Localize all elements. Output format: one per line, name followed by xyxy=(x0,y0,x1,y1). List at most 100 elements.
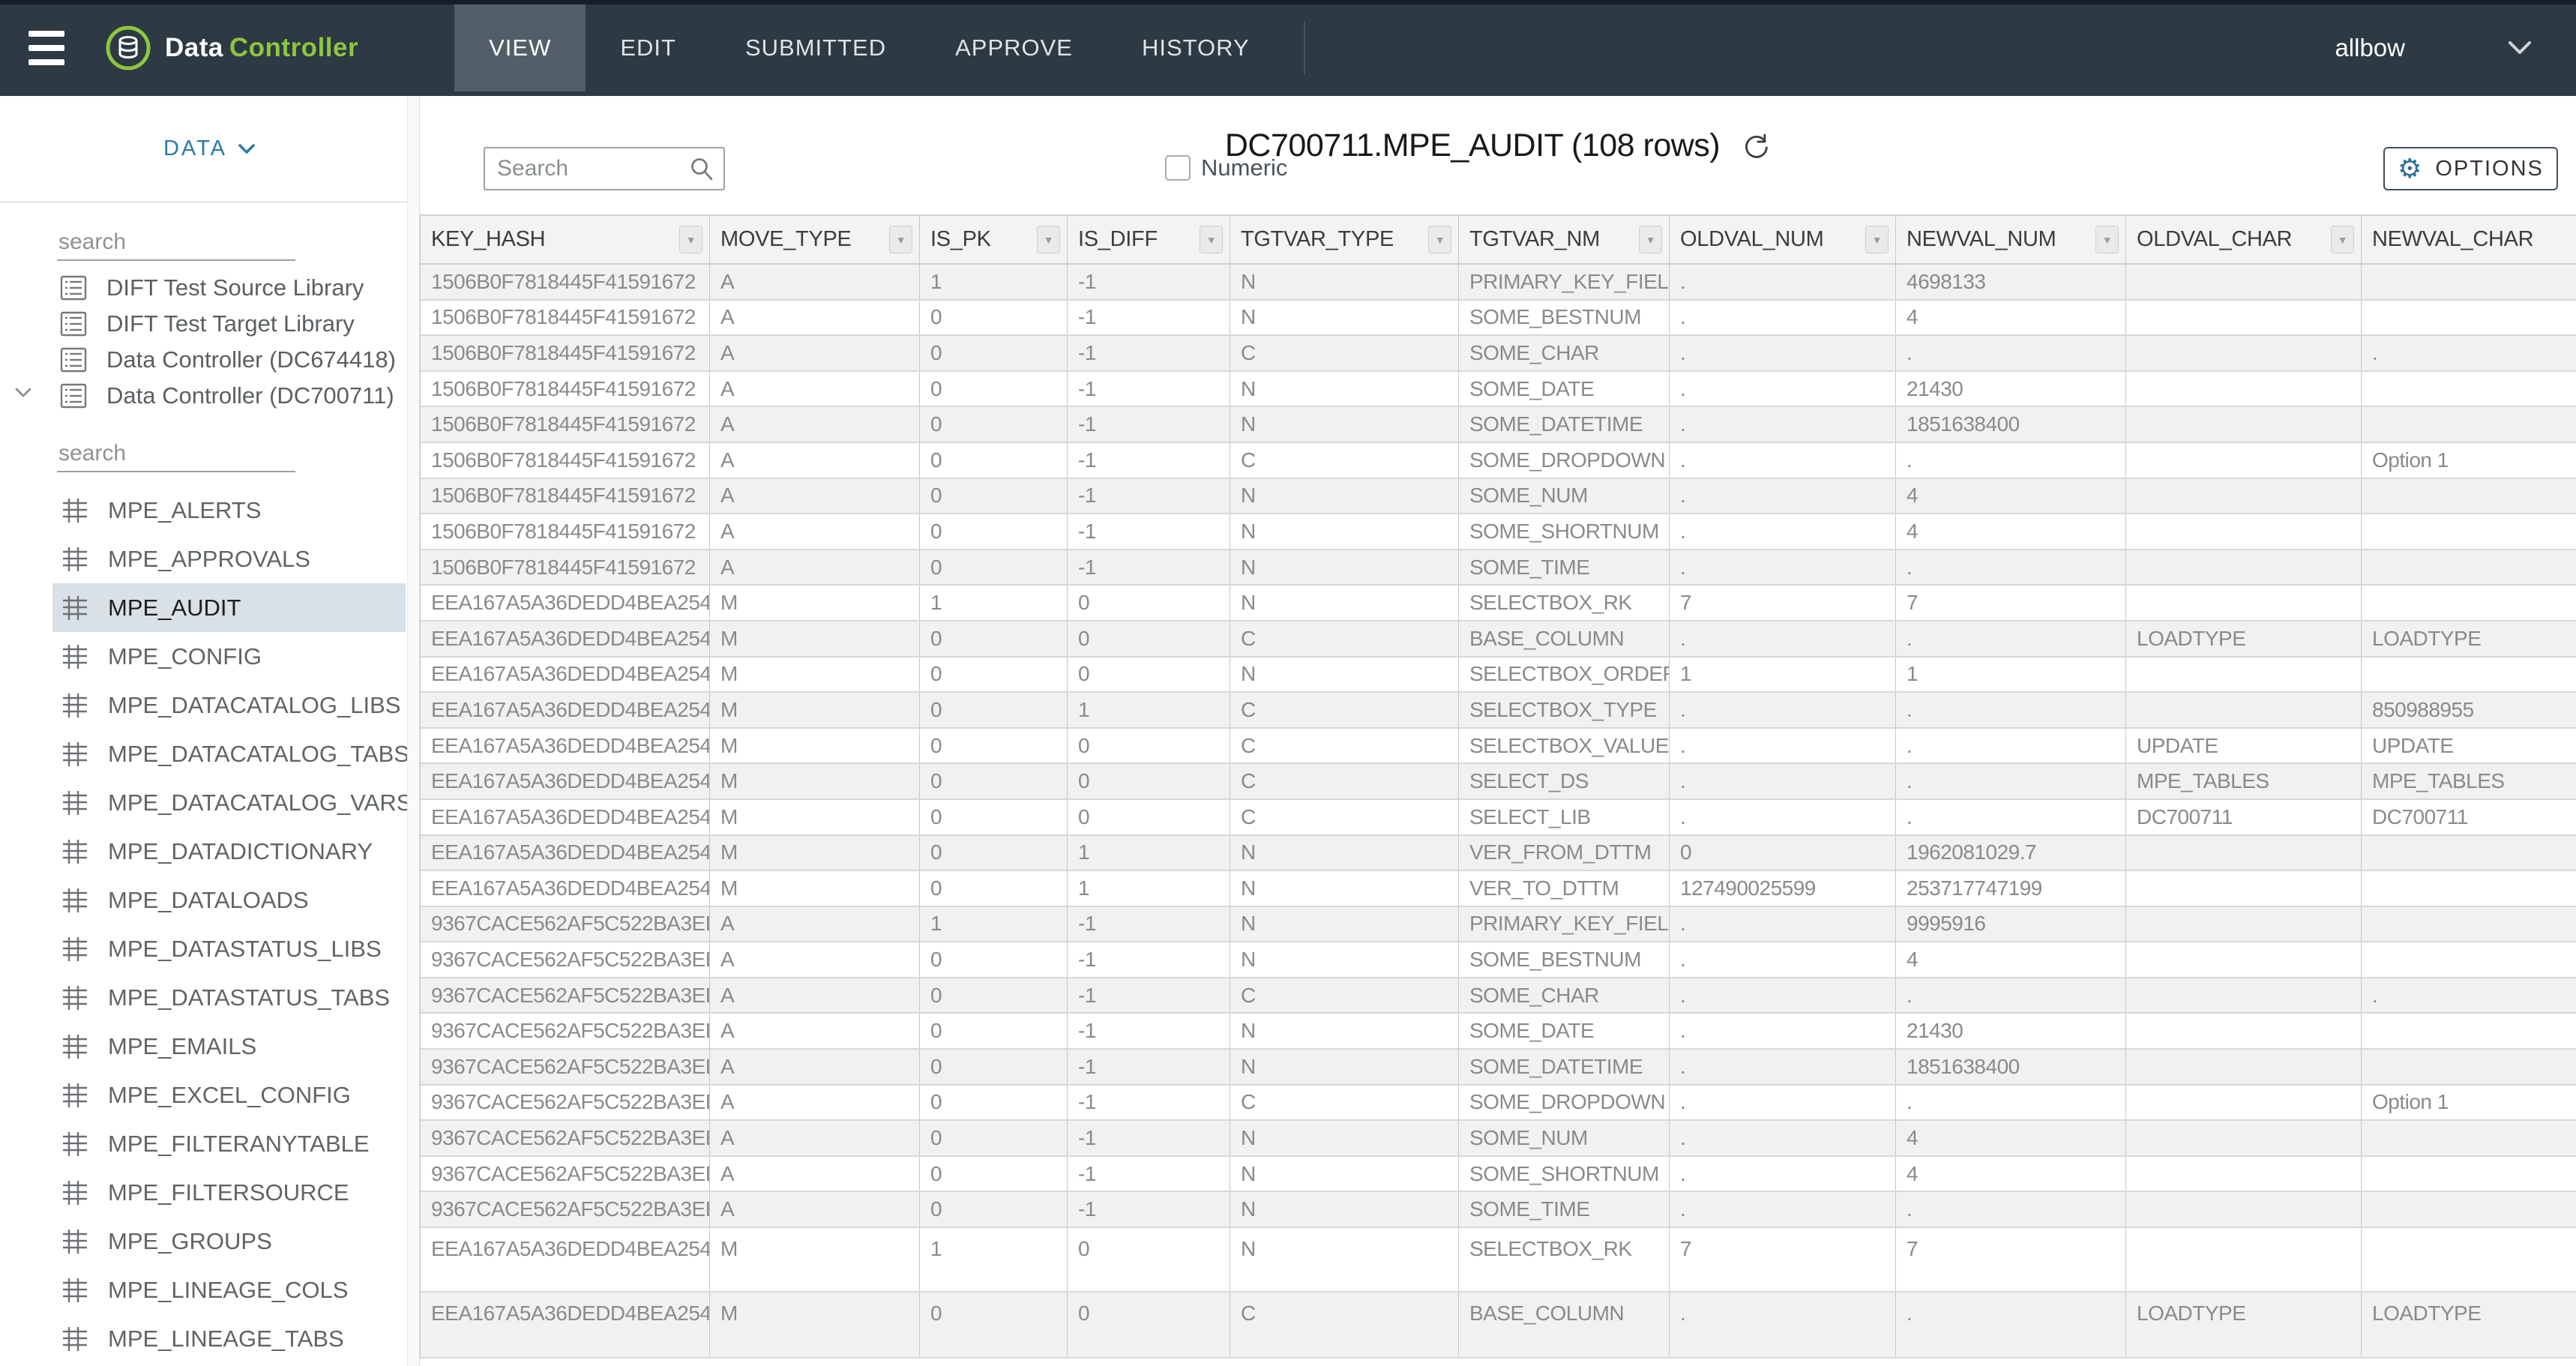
column-header-oldval_char[interactable]: OLDVAL_CHAR ▼ xyxy=(2126,216,2362,263)
toolbar: Numeric DC700711.MPE_AUDIT (108 rows) ⚙ … xyxy=(420,96,2576,214)
column-header-tgtvar_type[interactable]: TGTVAR_TYPE ▼ xyxy=(1230,216,1459,263)
cell-tgtvar_nm: PRIMARY_KEY_FIELD xyxy=(1459,265,1670,299)
table-item-mpe_filteranytable[interactable]: MPE_FILTERANYTABLE xyxy=(52,1119,406,1168)
library-item[interactable]: DIFT Test Source Library xyxy=(0,270,419,306)
table-item-mpe_dataloads[interactable]: MPE_DATALOADS xyxy=(52,876,406,924)
cell-is_pk: 0 xyxy=(920,550,1068,585)
cell-is_diff: -1 xyxy=(1068,300,1230,335)
filter-icon[interactable]: ▼ xyxy=(679,226,702,253)
table-item-mpe_excel_config[interactable]: MPE_EXCEL_CONFIG xyxy=(52,1071,406,1119)
table-item-mpe_alerts[interactable]: MPE_ALERTS xyxy=(52,486,406,535)
cell-tgtvar_type: N xyxy=(1230,407,1459,442)
filter-icon[interactable]: ▼ xyxy=(1037,226,1060,253)
table-item-mpe_approvals[interactable]: MPE_APPROVALS xyxy=(52,535,406,583)
table-row: EEA167A5A36DEDD4BEA2543 M 0 0 C SELECTBOX_VAL… xyxy=(421,728,2576,765)
table-item-mpe_loads[interactable]: MPE_LOADS xyxy=(52,1363,406,1366)
filter-icon[interactable]: ▼ xyxy=(1865,226,1889,253)
sidebar-scrollbar[interactable] xyxy=(407,96,419,1366)
menu-icon[interactable] xyxy=(0,4,90,91)
column-header-oldval_num[interactable]: OLDVAL_NUM ▼ xyxy=(1670,216,1896,263)
table-item-mpe_lineage_cols[interactable]: MPE_LINEAGE_COLS xyxy=(52,1266,406,1314)
cell-tgtvar_nm: BASE_COLUMN xyxy=(1459,1293,1670,1358)
cell-newval_char xyxy=(2362,372,2576,406)
table-item-mpe_emails[interactable]: MPE_EMAILS xyxy=(52,1022,406,1071)
library-item[interactable]: Data Controller (DC674418) xyxy=(0,342,419,378)
brand-name: Data Controller xyxy=(165,33,359,62)
cell-oldval_char xyxy=(2126,336,2362,370)
table-item-mpe_lineage_tabs[interactable]: MPE_LINEAGE_TABS xyxy=(52,1314,406,1363)
table-item-mpe_datacatalog_vars[interactable]: MPE_DATACATALOG_VARS xyxy=(52,778,412,827)
filter-icon[interactable]: ▼ xyxy=(1200,226,1223,253)
column-header-newval_char[interactable]: NEWVAL_CHAR▼ xyxy=(2362,216,2576,263)
library-item[interactable]: Data Controller (DC700711) xyxy=(0,378,419,414)
table-icon xyxy=(61,838,88,865)
cell-key_hash: 1506B0F7818445F41591672 xyxy=(421,442,710,478)
cell-newval_char xyxy=(2362,479,2576,514)
cell-tgtvar_type: C xyxy=(1230,978,1459,1013)
cell-newval_char: 850988955 xyxy=(2362,693,2576,727)
table-item-mpe_datastatus_libs[interactable]: MPE_DATASTATUS_LIBS xyxy=(52,924,406,973)
cell-tgtvar_type: N xyxy=(1230,1014,1459,1049)
cell-tgtvar_type: N xyxy=(1230,514,1459,549)
filter-icon[interactable]: ▼ xyxy=(2095,226,2119,253)
table-item-mpe_filtersource[interactable]: MPE_FILTERSOURCE xyxy=(52,1168,406,1217)
table-item-mpe_datadictionary[interactable]: MPE_DATADICTIONARY xyxy=(52,827,406,876)
tab-approve[interactable]: APPROVE xyxy=(955,34,1073,61)
tab-view[interactable]: VIEW xyxy=(454,4,586,91)
filter-icon[interactable]: ▼ xyxy=(1639,226,1662,253)
cell-is_pk: 0 xyxy=(920,693,1068,727)
cell-oldval_num: . xyxy=(1670,514,1896,549)
cell-key_hash: EEA167A5A36DEDD4BEA2543 xyxy=(421,1228,710,1292)
column-header-move_type[interactable]: MOVE_TYPE ▼ xyxy=(710,216,920,263)
tab-history[interactable]: HISTORY xyxy=(1141,34,1250,61)
cell-is_pk: 0 xyxy=(920,621,1068,656)
search-input[interactable] xyxy=(485,156,689,181)
tab-submitted[interactable]: SUBMITTED xyxy=(744,34,887,61)
cell-oldval_num: . xyxy=(1670,1014,1896,1049)
column-header-key_hash[interactable]: KEY_HASH ▼ xyxy=(421,216,710,263)
cell-newval_char xyxy=(2362,1228,2576,1291)
filter-icon[interactable]: ▼ xyxy=(2331,226,2354,253)
cell-move_type: M xyxy=(710,657,920,692)
table-item-label: MPE_FILTERANYTABLE xyxy=(108,1130,370,1157)
cell-oldval_num: 1 xyxy=(1670,657,1896,692)
cell-oldval_num: . xyxy=(1670,978,1896,1013)
numeric-toggle[interactable]: Numeric xyxy=(1165,154,1287,181)
data-menu[interactable]: DATA xyxy=(0,96,419,202)
user-menu[interactable]: allbow xyxy=(2335,4,2576,91)
library-icon xyxy=(60,347,87,373)
page-title: DC700711.MPE_AUDIT (108 rows) xyxy=(1224,127,1721,163)
column-header-is_diff[interactable]: IS_DIFF ▼ xyxy=(1068,216,1230,263)
table-item-mpe_datacatalog_tabs[interactable]: MPE_DATACATALOG_TABS xyxy=(52,729,409,778)
table-item-mpe_datacatalog_libs[interactable]: MPE_DATACATALOG_LIBS xyxy=(52,681,406,729)
table-item-mpe_config[interactable]: MPE_CONFIG xyxy=(52,632,406,681)
table-search-input[interactable] xyxy=(57,436,295,472)
table-icon xyxy=(61,692,88,719)
chevron-down-icon[interactable] xyxy=(15,387,31,398)
refresh-icon[interactable] xyxy=(1742,132,1771,160)
column-header-newval_num[interactable]: NEWVAL_NUM ▼ xyxy=(1896,216,2126,263)
table-icon xyxy=(61,595,88,622)
table-icon xyxy=(61,546,88,573)
filter-icon[interactable]: ▼ xyxy=(889,226,912,253)
table-row: 9367CACE562AF5C522BA3EE A 0 -1 N SOME_SHORTNU… xyxy=(421,1156,2576,1193)
table-row: 1506B0F7818445F41591672 A 0 -1 N SOME_SHORTNU… xyxy=(421,514,2576,550)
cell-key_hash: EEA167A5A36DEDD4BEA2543 xyxy=(421,728,710,763)
cell-move_type: A xyxy=(710,265,920,299)
options-button[interactable]: ⚙ OPTIONS xyxy=(2383,147,2558,190)
cell-tgtvar_type: N xyxy=(1230,550,1459,585)
column-header-tgtvar_nm[interactable]: TGTVAR_NM ▼ xyxy=(1459,216,1670,263)
table-icon xyxy=(61,643,88,670)
cell-is_diff: 0 xyxy=(1068,621,1230,656)
table-item-mpe_datastatus_tabs[interactable]: MPE_DATASTATUS_TABS xyxy=(52,973,406,1022)
cell-tgtvar_nm: SOME_SHORTNUM xyxy=(1459,1156,1670,1191)
numeric-checkbox[interactable] xyxy=(1165,155,1191,181)
library-item[interactable]: DIFT Test Target Library xyxy=(0,306,419,342)
table-item-mpe_groups[interactable]: MPE_GROUPS xyxy=(52,1217,406,1266)
library-search-input[interactable] xyxy=(57,225,295,261)
column-header-is_pk[interactable]: IS_PK ▼ xyxy=(920,216,1068,263)
filter-icon[interactable]: ▼ xyxy=(1428,226,1451,253)
table-item-mpe_audit[interactable]: MPE_AUDIT xyxy=(52,583,406,632)
tab-edit[interactable]: EDIT xyxy=(620,34,676,61)
cell-key_hash: EEA167A5A36DEDD4BEA2543 xyxy=(421,871,710,906)
